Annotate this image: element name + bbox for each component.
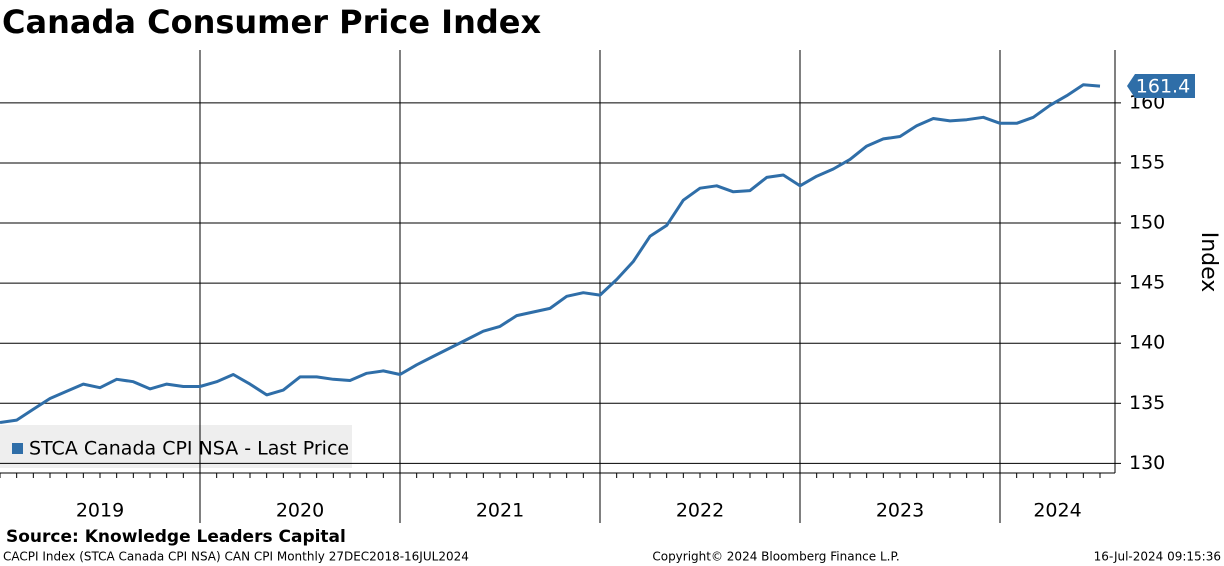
footer-center: Copyright© 2024 Bloomberg Finance L.P. xyxy=(652,550,899,564)
x-tick-label: 2022 xyxy=(676,500,724,522)
last-value-box xyxy=(1127,74,1195,99)
legend-swatch xyxy=(12,443,23,454)
source: Source: Knowledge Leaders Capital xyxy=(6,527,346,547)
y-axis-label: Index xyxy=(1196,232,1221,293)
chart-title: Canada Consumer Price Index xyxy=(2,3,541,41)
y-tick-label: 150 xyxy=(1129,212,1165,234)
line-series xyxy=(0,83,1101,424)
y-tick-label: 145 xyxy=(1129,272,1165,294)
x-tick-label: 2020 xyxy=(276,500,324,522)
x-tick-label: 2023 xyxy=(876,500,924,522)
y-tick-label: 130 xyxy=(1129,452,1165,474)
footer-left: CACPI Index (STCA Canada CPI NSA) CAN CP… xyxy=(3,550,469,564)
x-tick-label: 2021 xyxy=(476,500,524,522)
last-value-label: 161.4 xyxy=(1136,76,1190,98)
footer-right: 16-Jul-2024 09:15:36 xyxy=(1094,550,1221,564)
y-tick-label: 140 xyxy=(1129,332,1165,354)
x-tick-label: 2019 xyxy=(76,500,124,522)
x-tick-label: 2024 xyxy=(1033,500,1081,522)
y-tick-label: 135 xyxy=(1129,392,1165,414)
legend xyxy=(0,425,352,468)
legend-label: STCA Canada CPI NSA - Last Price xyxy=(29,438,349,460)
y-tick-label: 155 xyxy=(1129,151,1165,173)
